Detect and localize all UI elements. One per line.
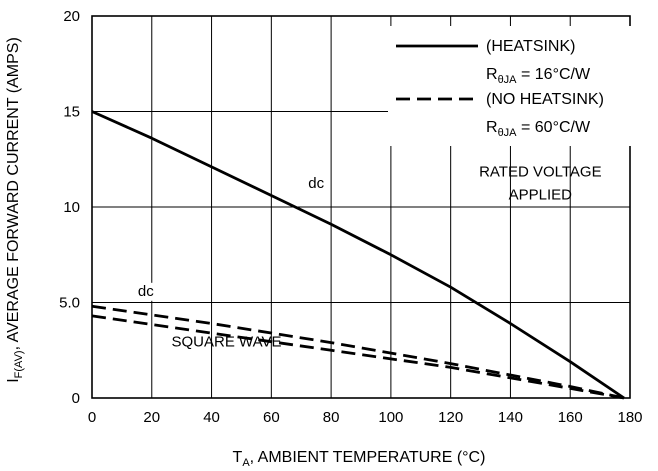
y-tick-label: 0 — [72, 390, 80, 407]
y-tick-label: 5.0 — [59, 295, 80, 312]
x-tick-label: 80 — [323, 409, 340, 426]
x-tick-label: 120 — [438, 409, 463, 426]
series-line-solid-0 — [91, 110, 625, 400]
legend-param-heatsink: RθJA = 16°C/W — [486, 66, 591, 86]
legend-param-no-heatsink: RθJA = 60°C/W — [486, 119, 591, 139]
y-axis-label: IF(AV), AVERAGE FORWARD CURRENT (AMPS) — [5, 37, 25, 383]
x-tick-label: 20 — [143, 409, 160, 426]
y-tick-label: 15 — [63, 104, 80, 121]
series-line-dashed-2 — [91, 314, 625, 400]
x-tick-label: 40 — [203, 409, 220, 426]
annotation-label: RATED VOLTAGE — [479, 163, 602, 180]
legend-label-heatsink: (HEATSINK) — [486, 38, 575, 55]
legend: (HEATSINK) RθJA = 16°C/W (NO HEATSINK) R… — [388, 26, 636, 146]
x-tick-label: 0 — [88, 409, 96, 426]
x-tick-label: 140 — [498, 409, 523, 426]
annotation-label: dc — [308, 175, 324, 192]
y-tick-labels: 0 5.0 10 15 20 — [59, 8, 80, 407]
x-tick-labels: 0 20 40 60 80 100 120 140 160 180 — [88, 409, 643, 426]
x-tick-label: 180 — [617, 409, 642, 426]
series-lines — [91, 110, 625, 400]
series-line-dashed-1 — [91, 304, 625, 400]
annotation-background — [134, 282, 157, 301]
x-axis-label: TA, AMBIENT TEMPERATURE (°C) — [233, 449, 486, 469]
annotation-background — [305, 174, 328, 193]
y-tick-label: 10 — [63, 199, 80, 216]
x-tick-label: 100 — [378, 409, 403, 426]
legend-label-no-heatsink: (NO HEATSINK) — [486, 91, 604, 108]
x-tick-label: 60 — [263, 409, 280, 426]
annotations: dc dc SQUARE WAVE RATED VOLTAGE APPLIED — [134, 163, 602, 350]
annotation-label: APPLIED — [509, 186, 573, 203]
annotation-label: SQUARE WAVE — [171, 333, 281, 350]
y-tick-label: 20 — [63, 8, 80, 25]
plot-frame — [91, 15, 631, 399]
x-tick-label: 160 — [558, 409, 583, 426]
annotation-label: dc — [138, 283, 154, 300]
